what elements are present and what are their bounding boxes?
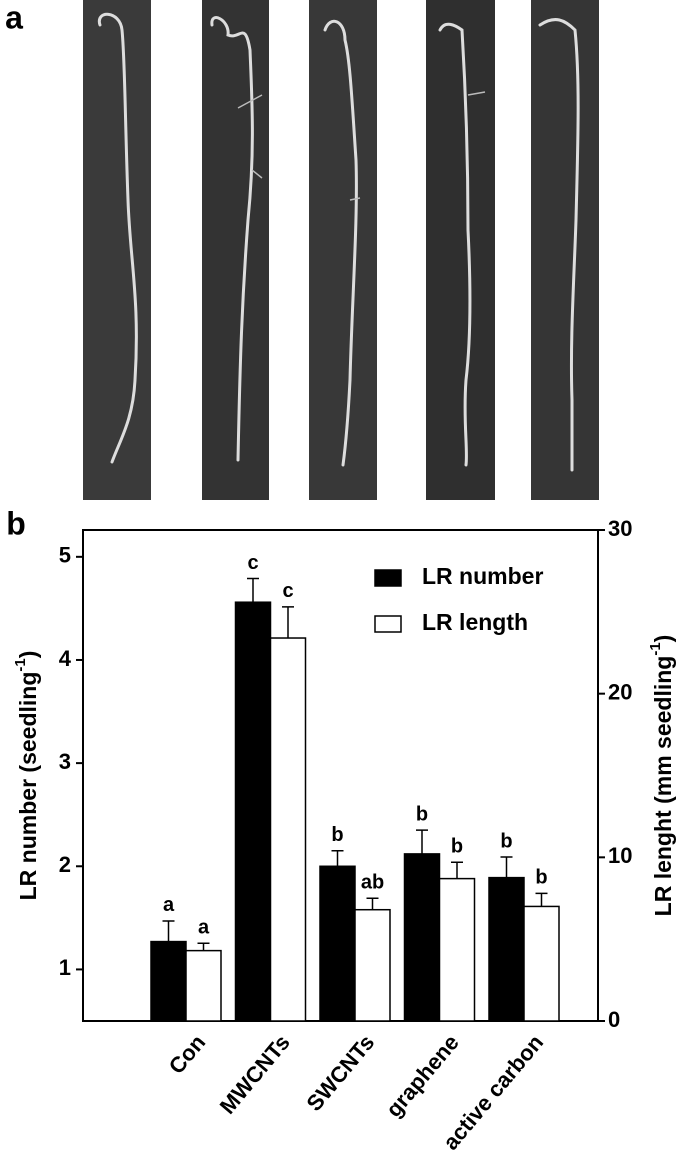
y-tick-label: 4 bbox=[59, 646, 72, 671]
y-tick-label: 2 bbox=[59, 852, 71, 877]
significance-letter: c bbox=[282, 580, 293, 602]
bar bbox=[403, 853, 441, 1022]
legend-label: LR length bbox=[422, 609, 528, 635]
y2-tick-label: 30 bbox=[608, 516, 632, 541]
bar bbox=[185, 949, 222, 1022]
bar bbox=[488, 876, 525, 1022]
y-tick-label: 1 bbox=[59, 955, 71, 980]
axis-label-sup: -1 bbox=[12, 658, 29, 671]
significance-letter: b bbox=[535, 867, 547, 889]
significance-letter: b bbox=[500, 830, 512, 852]
significance-letter: b bbox=[416, 803, 428, 825]
y-tick-label: 3 bbox=[59, 749, 71, 774]
y2-tick-label: 20 bbox=[608, 679, 632, 704]
bar bbox=[438, 877, 476, 1022]
error-bar bbox=[197, 942, 210, 951]
bar bbox=[319, 865, 356, 1022]
axis-label-end: ) bbox=[15, 651, 41, 659]
panel-label: b bbox=[6, 505, 26, 541]
photo-panel bbox=[83, 0, 599, 500]
axis-label-end: ) bbox=[650, 635, 676, 643]
error-bar bbox=[247, 577, 259, 603]
bar bbox=[354, 908, 391, 1022]
legend-swatch bbox=[374, 615, 402, 633]
significance-letter: b bbox=[451, 836, 463, 858]
x-tick-label: SWCNTs bbox=[301, 1030, 379, 1116]
panel-label: a bbox=[5, 0, 23, 35]
axis-label-text: LR lenght (mm seedling bbox=[650, 656, 676, 917]
y2-tick-label: 10 bbox=[608, 843, 632, 868]
axis-label: LR lenght (mm seedling-1) bbox=[647, 635, 676, 917]
error-bar bbox=[500, 856, 513, 878]
legend-label: LR number bbox=[422, 563, 543, 589]
significance-letter: a bbox=[198, 917, 210, 939]
axis-label-text: LR number (seedling bbox=[15, 672, 41, 901]
x-tick-label: Con bbox=[164, 1030, 211, 1079]
significance-letter: ab bbox=[361, 872, 384, 894]
y-tick-label: 5 bbox=[59, 543, 71, 568]
bar bbox=[523, 905, 560, 1022]
significance-letter: c bbox=[247, 552, 258, 574]
bar bbox=[234, 601, 272, 1022]
y2-tick-label: 0 bbox=[608, 1007, 620, 1032]
x-tick-label: graphene bbox=[381, 1030, 464, 1122]
legend-swatch bbox=[374, 569, 402, 587]
error-bar bbox=[451, 861, 463, 879]
significance-letter: b bbox=[331, 824, 343, 846]
bar bbox=[269, 637, 307, 1022]
error-bar bbox=[366, 897, 379, 910]
x-tick-label: MWCNTs bbox=[215, 1030, 295, 1119]
axis-label: LR number (seedling-1) bbox=[12, 651, 41, 901]
error-bar bbox=[162, 920, 175, 942]
error-bar bbox=[331, 850, 344, 867]
error-bar bbox=[535, 892, 548, 907]
significance-letter: a bbox=[163, 894, 175, 916]
bar bbox=[150, 940, 187, 1022]
error-bar bbox=[282, 606, 294, 639]
error-bar bbox=[416, 829, 428, 854]
axis-label-sup: -1 bbox=[647, 642, 664, 655]
